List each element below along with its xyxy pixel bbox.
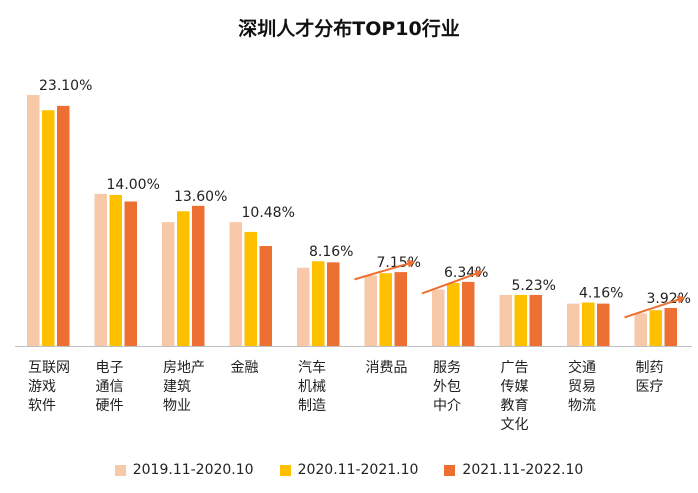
data-label-1: 23.10% <box>39 78 92 94</box>
category-line: 建筑 <box>163 379 191 395</box>
category-line: 交通 <box>568 359 596 376</box>
category-line: 电子 <box>96 360 124 376</box>
category-line: 传媒 <box>501 379 529 395</box>
category-line: 文化 <box>501 417 529 433</box>
bar-5-series-2 <box>312 261 325 346</box>
category-label-4: 金融 <box>231 360 259 376</box>
category-line: 汽车 <box>298 359 326 376</box>
bar-7-series-2 <box>447 282 460 346</box>
legend: 2019.11-2020.10 2020.11-2021.10 2021.11-20… <box>0 462 698 478</box>
category-line: 广告 <box>501 360 529 376</box>
category-label-8: 广告传媒教育文化 <box>501 360 529 433</box>
legend-label: 2019.11-2020.10 <box>132 462 254 478</box>
category-line: 通信 <box>96 379 124 395</box>
category-label-2: 电子通信硬件 <box>96 360 124 414</box>
bar-3-series-2 <box>177 211 190 346</box>
category-line: 房地产 <box>163 360 205 376</box>
bar-10-series-1 <box>634 313 647 346</box>
trend-arrow-6 <box>354 259 416 281</box>
arrows-layer <box>354 259 686 319</box>
legend-item-1: 2019.11-2020.10 <box>114 462 254 478</box>
category-label-6: 消费品 <box>366 360 408 376</box>
bar-10-series-2 <box>649 310 662 346</box>
bar-1-series-1 <box>27 95 40 346</box>
category-line: 医疗 <box>636 379 664 395</box>
category-line: 外包 <box>433 379 461 395</box>
bar-7-series-3 <box>462 281 475 346</box>
bar-2-series-2 <box>109 194 122 346</box>
category-line: 制药 <box>636 360 664 376</box>
data-label-7: 6.34% <box>444 265 488 281</box>
legend-swatch <box>444 464 456 476</box>
data-label-2: 14.00% <box>107 177 160 193</box>
bar-6-series-3 <box>394 272 407 346</box>
category-line: 中介 <box>433 398 461 414</box>
category-line: 机械 <box>298 379 326 395</box>
bar-2-series-1 <box>94 193 107 346</box>
data-label-4: 10.48% <box>242 205 295 221</box>
category-label-1: 互联网游戏软件 <box>28 360 70 414</box>
bar-8-series-1 <box>499 294 512 346</box>
bar-7-series-1 <box>432 289 445 346</box>
category-label-9: 交通贸易物流 <box>568 359 596 414</box>
bar-1-series-2 <box>42 110 55 346</box>
category-label-5: 汽车机械制造 <box>298 359 326 414</box>
data-label-8: 5.23% <box>512 278 556 294</box>
bar-8-series-3 <box>529 294 542 346</box>
legend-label: 2020.11-2021.10 <box>297 462 419 478</box>
trend-arrow-10 <box>624 296 686 319</box>
bar-2-series-3 <box>124 201 137 346</box>
trend-arrow-7 <box>421 270 483 295</box>
bar-9-series-1 <box>567 303 580 346</box>
legend-swatch <box>114 464 126 476</box>
bar-5-series-1 <box>297 267 310 346</box>
category-line: 物业 <box>163 398 191 414</box>
legend-item-3: 2021.11-2022.10 <box>444 462 583 478</box>
chart-title: 深圳人才分布TOP10行业 <box>238 18 460 40</box>
legend-item-2: 2020.11-2021.10 <box>279 462 419 478</box>
category-line: 贸易 <box>568 379 596 395</box>
data-label-10: 3.92% <box>647 291 691 307</box>
bar-10-series-3 <box>664 307 677 346</box>
labels-layer: 23.10% 互联网游戏软件 14.00% 电子通信硬件 13.60% 房地产建筑物业 10… <box>28 78 691 433</box>
bar-4-series-3 <box>259 246 272 346</box>
category-line: 互联网 <box>28 360 70 376</box>
category-line: 游戏 <box>28 379 56 395</box>
bar-8-series-2 <box>514 294 527 346</box>
category-line: 金融 <box>231 360 259 376</box>
category-line: 硬件 <box>96 398 124 414</box>
bar-3-series-1 <box>162 222 175 346</box>
bar-4-series-2 <box>244 231 257 346</box>
data-label-9: 4.16% <box>579 286 623 302</box>
bar-1-series-3 <box>57 105 70 346</box>
category-line: 制造 <box>298 398 326 414</box>
category-label-3: 房地产建筑物业 <box>163 360 205 414</box>
bar-4-series-1 <box>229 222 242 346</box>
category-label-10: 制药医疗 <box>636 360 664 395</box>
bar-5-series-3 <box>327 262 340 346</box>
data-label-5: 8.16% <box>309 244 353 260</box>
category-line: 物流 <box>568 398 596 414</box>
category-line: 软件 <box>28 398 56 414</box>
category-line: 教育 <box>501 398 529 414</box>
bars-layer <box>27 95 677 346</box>
bar-3-series-3 <box>192 205 205 346</box>
legend-swatch <box>279 464 291 476</box>
category-line: 消费品 <box>366 360 408 376</box>
data-label-6: 7.15% <box>377 255 421 271</box>
legend-label: 2021.11-2022.10 <box>462 462 584 478</box>
bar-6-series-2 <box>379 273 392 346</box>
bar-6-series-1 <box>364 275 377 346</box>
category-line: 服务 <box>433 360 461 376</box>
bar-9-series-2 <box>582 302 595 346</box>
bar-9-series-3 <box>597 303 610 346</box>
category-label-7: 服务外包中介 <box>433 360 461 414</box>
data-label-3: 13.60% <box>174 189 227 205</box>
